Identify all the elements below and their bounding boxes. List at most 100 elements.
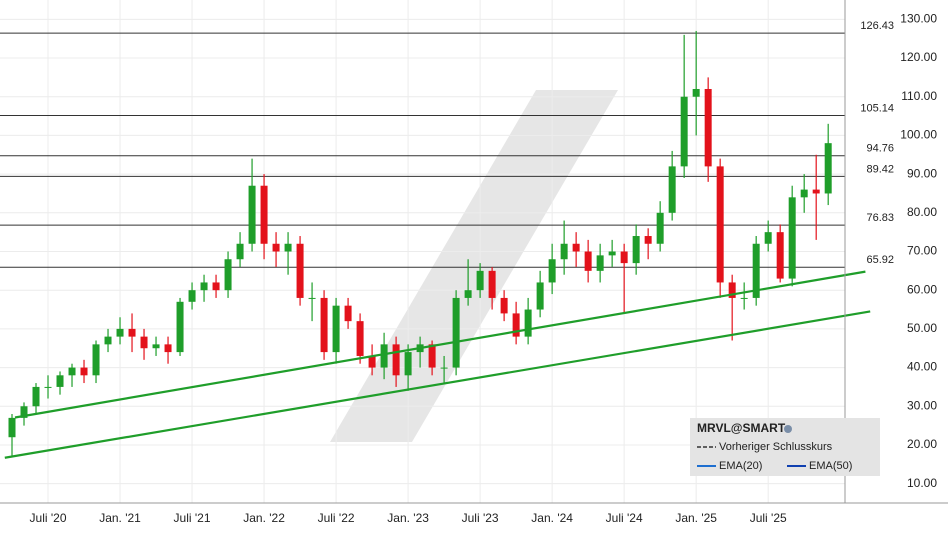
legend-title: MRVL@SMART <box>697 421 786 435</box>
candle-body <box>500 297 508 314</box>
candle-body <box>200 282 208 291</box>
candle-body <box>272 243 280 252</box>
candle-body <box>32 386 40 407</box>
y-tick-label: 80.00 <box>907 205 937 219</box>
x-tick-label: Jan. '24 <box>531 511 573 525</box>
candle-body <box>68 367 76 376</box>
candle-body <box>692 88 700 97</box>
level-label: 105.14 <box>860 102 894 114</box>
candles <box>8 30 832 457</box>
candle-body <box>476 270 484 291</box>
legend-item: EMA(20) <box>719 460 762 472</box>
candle-body <box>440 367 448 369</box>
trendline <box>14 270 866 419</box>
level-label: 126.43 <box>860 20 894 32</box>
y-tick-label: 30.00 <box>907 398 937 412</box>
candle-body <box>524 309 532 337</box>
legend-item: EMA(50) <box>809 460 852 472</box>
candle-body <box>284 243 292 252</box>
candle-body <box>236 243 244 260</box>
candle-body <box>392 344 400 376</box>
candle-body <box>92 344 100 376</box>
y-tick-label: 130.00 <box>900 12 937 26</box>
grid: 10.00 20.00 30.00 40.00 50.00 60.00 70.00 80.00… <box>0 0 937 525</box>
candle-body <box>260 185 268 244</box>
level-label: 76.83 <box>866 212 894 224</box>
y-tick-label: 90.00 <box>907 166 937 180</box>
candle-body <box>560 243 568 260</box>
y-tick-label: 20.00 <box>907 437 937 451</box>
candle-body <box>44 386 52 388</box>
x-tick-label: Jan. '25 <box>675 511 717 525</box>
y-tick-label: 60.00 <box>907 282 937 296</box>
candle-body <box>56 375 64 387</box>
candle-body <box>176 301 184 353</box>
y-tick-label: 40.00 <box>907 360 937 374</box>
candle-body <box>512 313 520 337</box>
trendlines <box>4 270 871 459</box>
x-tick-label: Juli '23 <box>462 511 499 525</box>
candle-body <box>164 344 172 353</box>
candle-body <box>428 344 436 368</box>
candle-body <box>716 166 724 283</box>
watermark <box>330 90 618 442</box>
x-tick-label: Jan. '23 <box>387 511 429 525</box>
level-label: 89.42 <box>866 163 894 175</box>
candle-body <box>704 88 712 167</box>
y-tick-label: 70.00 <box>907 244 937 258</box>
candle-body <box>632 236 640 264</box>
candle-body <box>584 251 592 271</box>
legend-icon <box>784 425 792 433</box>
candle-body <box>824 143 832 194</box>
candle-body <box>368 355 376 368</box>
legend-item: Vorheriger Schlusskurs <box>719 441 833 453</box>
candle-body <box>344 305 352 322</box>
candle-body <box>644 236 652 244</box>
candle-body <box>800 189 808 198</box>
y-tick-label: 50.00 <box>907 321 937 335</box>
levels: 126.43 105.14 94.76 89.42 76.83 65.92 <box>0 20 894 268</box>
candle-body <box>356 321 364 356</box>
candle-body <box>380 344 388 368</box>
candle-body <box>728 282 736 298</box>
candle-body <box>548 259 556 283</box>
candle-body <box>764 232 772 244</box>
candle-body <box>788 197 796 279</box>
candle-body <box>452 297 460 368</box>
x-tick-label: Juli '21 <box>174 511 211 525</box>
candle-body <box>812 189 820 194</box>
candle-body <box>776 232 784 279</box>
candle-body <box>536 282 544 310</box>
candle-body <box>620 251 628 264</box>
x-tick-label: Juli '24 <box>606 511 643 525</box>
candle-body <box>8 417 16 438</box>
candle-body <box>680 96 688 167</box>
candle-body <box>308 297 316 299</box>
y-tick-label: 120.00 <box>900 50 937 64</box>
level-label: 65.92 <box>866 254 894 266</box>
y-tick-label: 110.00 <box>901 89 937 103</box>
candle-body <box>488 270 496 298</box>
x-tick-label: Juli '20 <box>30 511 67 525</box>
candle-body <box>320 297 328 353</box>
trendline <box>4 310 871 459</box>
level-label: 94.76 <box>866 143 894 155</box>
y-tick-label: 10.00 <box>907 476 937 490</box>
y-tick-label: 100.00 <box>900 128 937 142</box>
candle-body <box>404 352 412 376</box>
candle-body <box>464 290 472 298</box>
candle-body <box>128 328 136 337</box>
candle-body <box>248 185 256 244</box>
candle-body <box>572 243 580 252</box>
x-tick-label: Jan. '21 <box>99 511 141 525</box>
candle-body <box>80 367 88 376</box>
candle-body <box>224 259 232 291</box>
candle-body <box>596 255 604 271</box>
candle-body <box>20 406 28 418</box>
candle-body <box>152 344 160 349</box>
candle-body <box>296 243 304 298</box>
candle-body <box>212 282 220 291</box>
candle-body <box>104 336 112 345</box>
